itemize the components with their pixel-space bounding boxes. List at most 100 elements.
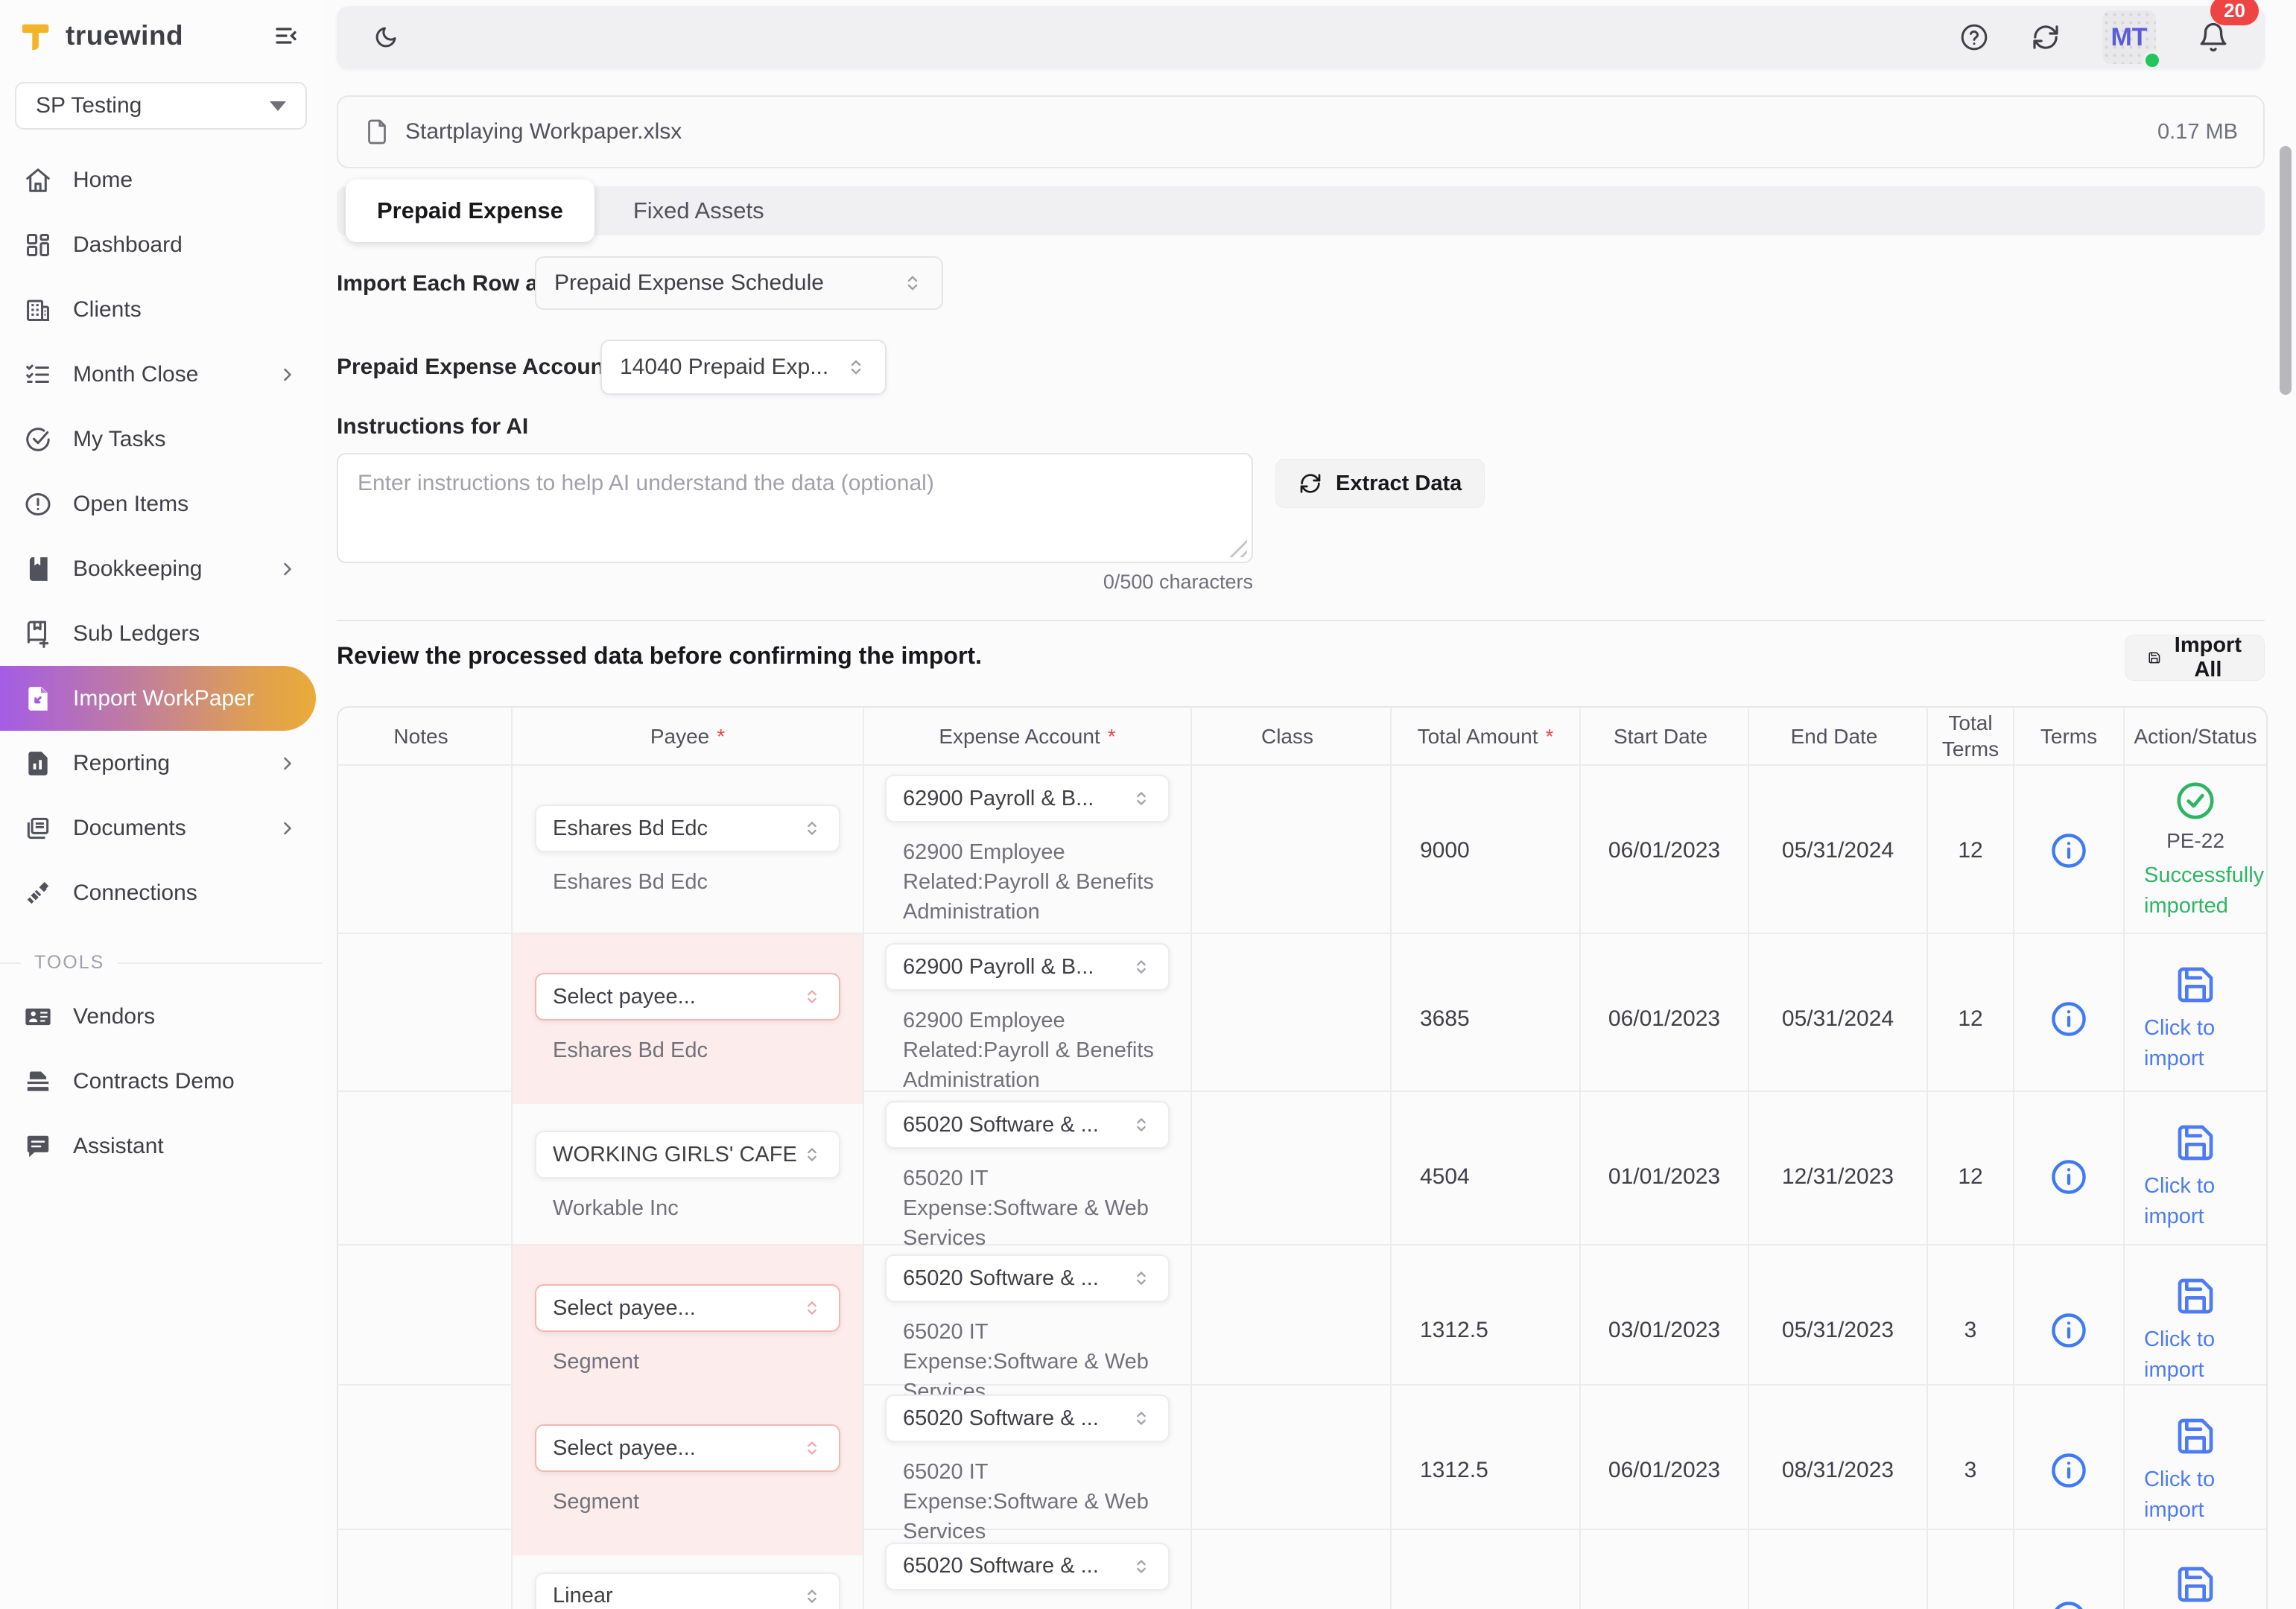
instructions-textarea[interactable]	[337, 453, 1253, 563]
sidebar-item-documents[interactable]: Documents	[0, 796, 322, 860]
plug-icon	[24, 879, 52, 907]
payee-cell: Select payee... Eshares Bd Edc	[511, 934, 863, 1105]
action-status-cell: Click to import	[2123, 1245, 2266, 1416]
expense-account-select[interactable]: 65020 Software & ...	[885, 1542, 1170, 1590]
sidebar-item-label: Reporting	[73, 750, 171, 775]
prepaid-account-label: Prepaid Expense Account	[337, 355, 612, 379]
sidebar-item-vendors[interactable]: Vendors	[0, 984, 322, 1049]
dashboard-icon	[24, 231, 52, 259]
checklist-icon	[24, 361, 52, 389]
file-icon	[364, 118, 390, 145]
expense-account-select[interactable]: 65020 Software & ...	[885, 1254, 1170, 1302]
save-import-icon[interactable]	[2175, 1275, 2216, 1317]
tools-divider: TOOLS	[0, 952, 322, 974]
sidebar-item-assistant[interactable]: Assistant	[0, 1114, 322, 1178]
uploaded-file-row[interactable]: Startplaying Workpaper.xlsx 0.17 MB	[337, 95, 2265, 168]
sidebar-item-bookkeeping[interactable]: Bookkeeping	[0, 536, 322, 601]
sidebar-item-month-close[interactable]: Month Close	[0, 342, 322, 407]
class-cell	[1190, 1092, 1390, 1263]
expense-account-select[interactable]: 65020 Software & ...	[885, 1101, 1170, 1149]
button-label: Import All	[2174, 633, 2242, 682]
payee-select[interactable]: Select payee...	[535, 1424, 840, 1473]
import-row-as-select[interactable]: Prepaid Expense Schedule	[535, 256, 943, 310]
chevron-updown-icon	[1137, 960, 1146, 974]
expense-account-cell: 65020 Software & ... 65020 IT Expense:So…	[863, 1386, 1190, 1556]
payee-cell: Linear Linear	[511, 1530, 863, 1609]
sidebar-item-contracts-demo[interactable]: Contracts Demo	[0, 1049, 322, 1114]
info-icon[interactable]	[2049, 1451, 2088, 1490]
scrollbar-thumb[interactable]	[2280, 146, 2292, 395]
class-cell	[1190, 1530, 1390, 1609]
book-plus-icon	[24, 620, 52, 648]
info-icon[interactable]	[2049, 831, 2088, 870]
prepaid-account-select[interactable]: 14040 Prepaid Exp...	[600, 340, 887, 395]
payee-select[interactable]: Eshares Bd Edc	[535, 805, 840, 853]
save-import-icon[interactable]	[2175, 1415, 2216, 1457]
help-icon[interactable]	[1959, 22, 1989, 52]
expense-account-subtext: 62900 Employee Related:Payroll & Benefit…	[903, 840, 1154, 924]
save-import-icon[interactable]	[2175, 964, 2216, 1006]
chevron-updown-icon	[808, 1441, 816, 1455]
table-row: Select payee... Segment 65020 Software &…	[338, 1245, 2266, 1416]
sidebar-item-dashboard[interactable]: Dashboard	[0, 212, 322, 277]
save-import-icon[interactable]	[2175, 1122, 2216, 1164]
sidebar-item-label: Clients	[73, 296, 142, 322]
sidebar-item-reporting[interactable]: Reporting	[0, 731, 322, 796]
total-terms-cell: 12	[1926, 1092, 2013, 1263]
review-heading: Review the processed data before confirm…	[337, 642, 982, 669]
check-circle-icon	[24, 425, 52, 454]
status-label[interactable]: Click to import	[2144, 1327, 2216, 1383]
total-amount-cell: 1312.5	[1390, 1245, 1579, 1416]
total-terms-cell: 12	[1926, 766, 2013, 936]
info-icon[interactable]	[2049, 1000, 2088, 1038]
file-name: Startplaying Workpaper.xlsx	[405, 119, 682, 144]
refresh-icon[interactable]	[2031, 22, 2061, 52]
import-all-button[interactable]: Import All	[2125, 633, 2265, 682]
status-label[interactable]: Click to import	[2144, 1467, 2216, 1523]
home-icon	[24, 166, 52, 194]
extract-data-button[interactable]: Extract Data	[1275, 459, 1485, 508]
info-icon[interactable]	[2049, 1311, 2088, 1350]
save-import-icon[interactable]	[2175, 1564, 2216, 1605]
status-label[interactable]: Click to import	[2144, 1174, 2216, 1229]
sidebar-item-clients[interactable]: Clients	[0, 277, 322, 342]
sidebar-item-my-tasks[interactable]: My Tasks	[0, 407, 322, 472]
start-date-cell: 06/01/2023	[1579, 1386, 1748, 1556]
sidebar-collapse-icon[interactable]	[273, 22, 299, 49]
online-status-dot	[2143, 51, 2162, 70]
sidebar-item-connections[interactable]: Connections	[0, 860, 322, 925]
payee-select[interactable]: Select payee...	[535, 1284, 840, 1333]
status-reference: PE-22	[2166, 829, 2224, 853]
info-icon[interactable]	[2049, 1599, 2088, 1609]
chevron-updown-icon	[808, 1590, 816, 1603]
expense-account-select[interactable]: 65020 Software & ...	[885, 1394, 1170, 1442]
payee-subtext: Eshares Bd Edc	[553, 870, 708, 895]
sidebar-item-open-items[interactable]: Open Items	[0, 472, 322, 536]
tab-prepaid-expense[interactable]: Prepaid Expense	[346, 180, 594, 242]
expense-account-select[interactable]: 62900 Payroll & B...	[885, 775, 1170, 822]
sidebar-item-home[interactable]: Home	[0, 147, 322, 212]
char-count: 0/500 characters	[1103, 571, 1253, 593]
sidebar-item-sub-ledgers[interactable]: Sub Ledgers	[0, 601, 322, 666]
payee-select[interactable]: WORKING GIRLS' CAFE	[535, 1131, 840, 1179]
client-selector[interactable]: SP Testing	[15, 82, 307, 130]
expense-account-cell: 62900 Payroll & B... 62900 Employee Rela…	[863, 766, 1190, 936]
dark-mode-toggle[interactable]	[372, 24, 399, 51]
payee-select[interactable]: Select payee...	[535, 973, 840, 1021]
tab-fixed-assets[interactable]: Fixed Assets	[594, 197, 803, 224]
notifications-bell[interactable]: 20	[2198, 0, 2259, 53]
col-header-start-date: Start Date	[1579, 708, 1748, 764]
col-header-end-date: End Date	[1748, 708, 1926, 764]
avatar[interactable]: MT	[2102, 10, 2162, 70]
status-label[interactable]: Click to import	[2144, 1016, 2216, 1071]
truewind-logo-icon	[19, 19, 54, 53]
payee-subtext: Workable Inc	[553, 1196, 679, 1221]
sidebar-item-import-workpaper[interactable]: Import WorkPaper	[0, 666, 316, 731]
expense-account-select[interactable]: 62900 Payroll & B...	[885, 943, 1170, 991]
payee-subtext: Segment	[553, 1490, 640, 1514]
total-amount-cell: 9000	[1390, 766, 1579, 936]
total-terms-cell: 3	[1926, 1245, 2013, 1416]
start-date-cell: 06/01/2023	[1579, 1530, 1748, 1609]
payee-select[interactable]: Linear	[535, 1572, 840, 1609]
info-icon[interactable]	[2049, 1158, 2088, 1196]
